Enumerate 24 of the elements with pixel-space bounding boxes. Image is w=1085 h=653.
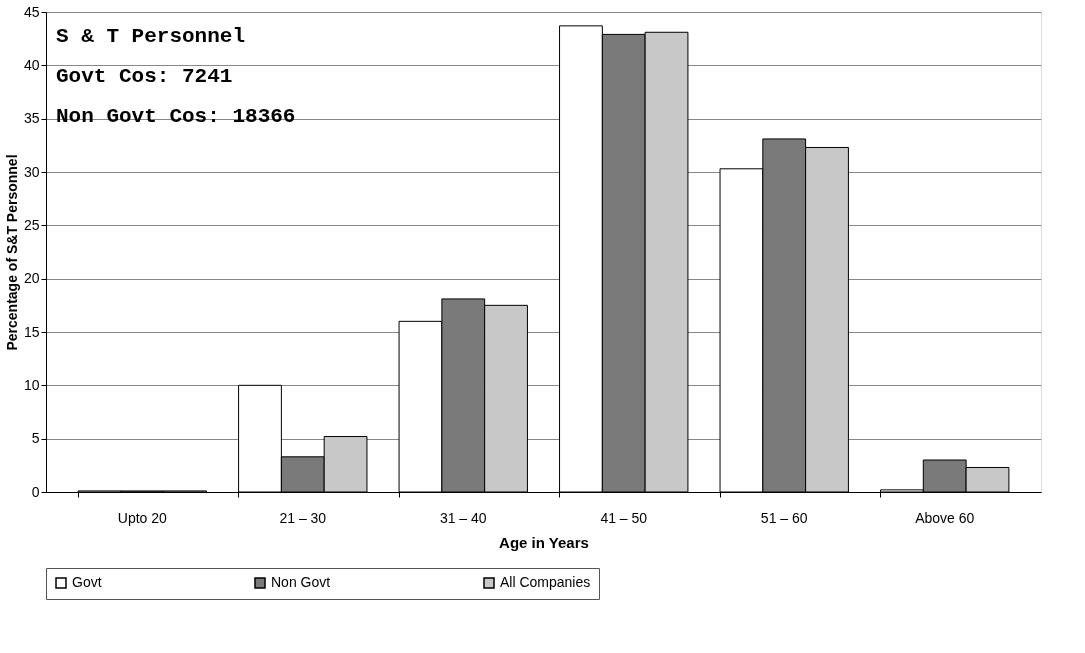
x-tick-label: 41 – 50 bbox=[600, 509, 648, 526]
y-tick-label: 25 bbox=[23, 216, 40, 233]
x-tick-label: 21 – 30 bbox=[279, 509, 327, 526]
x-tick-label: 51 – 60 bbox=[760, 509, 808, 526]
y-tick-label: 45 bbox=[23, 3, 40, 20]
y-tick-label: 35 bbox=[23, 110, 40, 127]
y-tick-label: 10 bbox=[23, 376, 40, 393]
y-tick-label: 5 bbox=[31, 430, 40, 447]
y-tick-label: 15 bbox=[23, 323, 40, 340]
annotation: Govt Cos: 7241 bbox=[56, 65, 233, 88]
legend-label: All Companies bbox=[500, 574, 591, 590]
legend-label: Govt bbox=[72, 574, 102, 590]
y-tick-label: 30 bbox=[23, 163, 40, 180]
y-axis-title: Percentage of S&T Personnel bbox=[3, 154, 20, 351]
legend-label: Non Govt bbox=[271, 574, 331, 590]
y-tick-label: 20 bbox=[23, 270, 40, 287]
x-tick-label: 31 – 40 bbox=[439, 509, 487, 526]
x-axis-title: Age in Years bbox=[499, 533, 589, 551]
y-tick-label: 0 bbox=[31, 483, 40, 500]
x-tick-label: Above 60 bbox=[915, 509, 975, 526]
y-tick-label: 40 bbox=[23, 56, 40, 73]
annotation: S & T Personnel bbox=[56, 25, 246, 48]
x-tick-label: Upto 20 bbox=[117, 509, 168, 526]
annotation: Non Govt Cos: 18366 bbox=[56, 105, 296, 128]
